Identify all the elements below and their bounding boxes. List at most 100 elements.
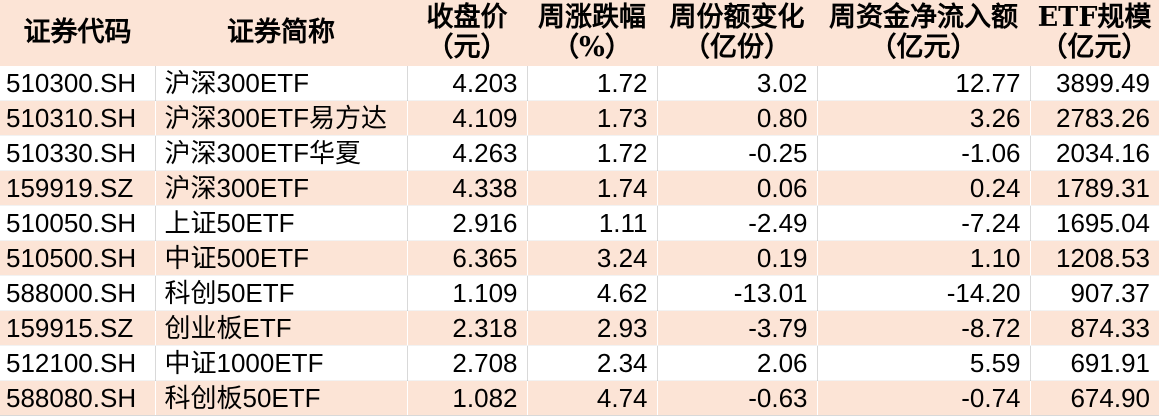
- column-header-net-inflow: 周资金净流入额 （亿元）: [817, 0, 1030, 66]
- cell-close-price: 1.109: [407, 275, 528, 311]
- table-row: 159919.SZ 沪深300ETF 4.338 1.74 0.06 0.24 …: [0, 170, 1159, 206]
- cell-close-price: 6.365: [407, 240, 528, 276]
- cell-share-change: -13.01: [657, 275, 818, 311]
- cell-etf-scale: 691.91: [1030, 345, 1159, 381]
- cell-net-inflow: 5.59: [817, 345, 1031, 381]
- cell-security-code: 510050.SH: [0, 205, 156, 241]
- cell-security-name: 沪深300ETF华夏: [155, 135, 408, 171]
- cell-close-price: 1.082: [407, 380, 528, 416]
- cell-security-code: 512100.SH: [0, 345, 156, 381]
- header-unit: （亿份）: [683, 32, 791, 63]
- cell-security-code: 588000.SH: [0, 275, 156, 311]
- cell-security-code: 159919.SZ: [0, 170, 156, 206]
- cell-weekly-change: 4.62: [527, 275, 658, 311]
- table-row: 588000.SH 科创50ETF 1.109 4.62 -13.01 -14.…: [0, 275, 1159, 311]
- cell-share-change: -0.63: [657, 380, 818, 416]
- cell-security-name: 中证1000ETF: [155, 345, 408, 381]
- header-label: 收盘价: [426, 2, 508, 33]
- cell-share-change: 3.02: [657, 66, 818, 101]
- table-body: 510300.SH 沪深300ETF 4.203 1.72 3.02 12.77…: [0, 66, 1159, 416]
- table-header: 证券代码 证券简称 收盘价 （元） 周涨跌幅 （%） 周份额变化 （亿份） 周资…: [0, 0, 1159, 66]
- cell-weekly-change: 1.73: [527, 100, 658, 136]
- cell-share-change: -2.49: [657, 205, 818, 241]
- cell-security-code: 588080.SH: [0, 380, 156, 416]
- header-row: 证券代码 证券简称 收盘价 （元） 周涨跌幅 （%） 周份额变化 （亿份） 周资…: [0, 0, 1159, 66]
- cell-etf-scale: 2783.26: [1030, 100, 1159, 136]
- cell-security-name: 上证50ETF: [155, 205, 408, 241]
- cell-close-price: 4.109: [407, 100, 528, 136]
- cell-etf-scale: 1789.31: [1030, 170, 1159, 206]
- cell-etf-scale: 674.90: [1030, 380, 1159, 416]
- table-row: 510310.SH 沪深300ETF易方达 4.109 1.73 0.80 3.…: [0, 100, 1159, 136]
- cell-share-change: 2.06: [657, 345, 818, 381]
- cell-net-inflow: -0.74: [817, 380, 1031, 416]
- cell-close-price: 4.263: [407, 135, 528, 171]
- cell-security-code: 510500.SH: [0, 240, 156, 276]
- cell-net-inflow: 1.10: [817, 240, 1031, 276]
- cell-security-name: 沪深300ETF: [155, 66, 408, 101]
- cell-net-inflow: -14.20: [817, 275, 1031, 311]
- cell-close-price: 4.338: [407, 170, 528, 206]
- cell-security-code: 510330.SH: [0, 135, 156, 171]
- cell-weekly-change: 1.72: [527, 135, 658, 171]
- cell-etf-scale: 874.33: [1030, 310, 1159, 346]
- column-header-weekly-change: 周涨跌幅 （%）: [527, 0, 657, 66]
- cell-share-change: -0.25: [657, 135, 818, 171]
- cell-security-name: 沪深300ETF: [155, 170, 408, 206]
- cell-close-price: 2.916: [407, 205, 528, 241]
- column-header-etf-scale: ETF规模 （亿元）: [1030, 0, 1159, 66]
- header-label: ETF规模: [1037, 2, 1152, 33]
- cell-weekly-change: 1.11: [527, 205, 658, 241]
- cell-security-name: 科创板50ETF: [155, 380, 408, 416]
- column-header-security-name: 证券简称: [155, 0, 407, 66]
- header-label: 证券简称: [227, 17, 335, 48]
- table-row: 512100.SH 中证1000ETF 2.708 2.34 2.06 5.59…: [0, 345, 1159, 381]
- table-row: 510300.SH 沪深300ETF 4.203 1.72 3.02 12.77…: [0, 66, 1159, 101]
- cell-weekly-change: 4.74: [527, 380, 658, 416]
- table-row: 510330.SH 沪深300ETF华夏 4.263 1.72 -0.25 -1…: [0, 135, 1159, 171]
- header-unit: （元）: [426, 32, 508, 63]
- cell-share-change: 0.80: [657, 100, 818, 136]
- cell-etf-scale: 1695.04: [1030, 205, 1159, 241]
- cell-share-change: 0.06: [657, 170, 818, 206]
- cell-security-code: 159915.SZ: [0, 310, 156, 346]
- column-header-security-code: 证券代码: [0, 0, 155, 66]
- table-row: 510500.SH 中证500ETF 6.365 3.24 0.19 1.10 …: [0, 240, 1159, 276]
- cell-security-name: 创业板ETF: [155, 310, 408, 346]
- header-unit: （亿元）: [1040, 32, 1149, 63]
- column-header-share-change: 周份额变化 （亿份）: [657, 0, 817, 66]
- cell-net-inflow: 3.26: [817, 100, 1031, 136]
- cell-etf-scale: 3899.49: [1030, 66, 1159, 101]
- cell-share-change: 0.19: [657, 240, 818, 276]
- column-header-close-price: 收盘价 （元）: [407, 0, 527, 66]
- header-unit: （亿元）: [869, 32, 978, 63]
- table-row: 588080.SH 科创板50ETF 1.082 4.74 -0.63 -0.7…: [0, 380, 1159, 416]
- cell-net-inflow: -7.24: [817, 205, 1031, 241]
- cell-close-price: 2.318: [407, 310, 528, 346]
- cell-close-price: 4.203: [407, 66, 528, 101]
- cell-share-change: -3.79: [657, 310, 818, 346]
- cell-weekly-change: 2.93: [527, 310, 658, 346]
- cell-weekly-change: 3.24: [527, 240, 658, 276]
- cell-weekly-change: 2.34: [527, 345, 658, 381]
- header-label: 周涨跌幅: [538, 2, 646, 33]
- table-row: 510050.SH 上证50ETF 2.916 1.11 -2.49 -7.24…: [0, 205, 1159, 241]
- cell-weekly-change: 1.72: [527, 66, 658, 101]
- cell-weekly-change: 1.74: [527, 170, 658, 206]
- cell-security-code: 510300.SH: [0, 66, 156, 101]
- cell-net-inflow: -8.72: [817, 310, 1031, 346]
- cell-etf-scale: 1208.53: [1030, 240, 1159, 276]
- cell-security-name: 科创50ETF: [155, 275, 408, 311]
- cell-etf-scale: 907.37: [1030, 275, 1159, 311]
- table-row: 159915.SZ 创业板ETF 2.318 2.93 -3.79 -8.72 …: [0, 310, 1159, 346]
- cell-net-inflow: -1.06: [817, 135, 1031, 171]
- header-label: 周份额变化: [669, 2, 805, 33]
- header-label: 周资金净流入额: [829, 2, 1018, 33]
- header-label: 证券代码: [23, 17, 132, 48]
- cell-close-price: 2.708: [407, 345, 528, 381]
- cell-security-code: 510310.SH: [0, 100, 156, 136]
- cell-security-name: 中证500ETF: [155, 240, 408, 276]
- cell-net-inflow: 12.77: [817, 66, 1031, 101]
- cell-net-inflow: 0.24: [817, 170, 1031, 206]
